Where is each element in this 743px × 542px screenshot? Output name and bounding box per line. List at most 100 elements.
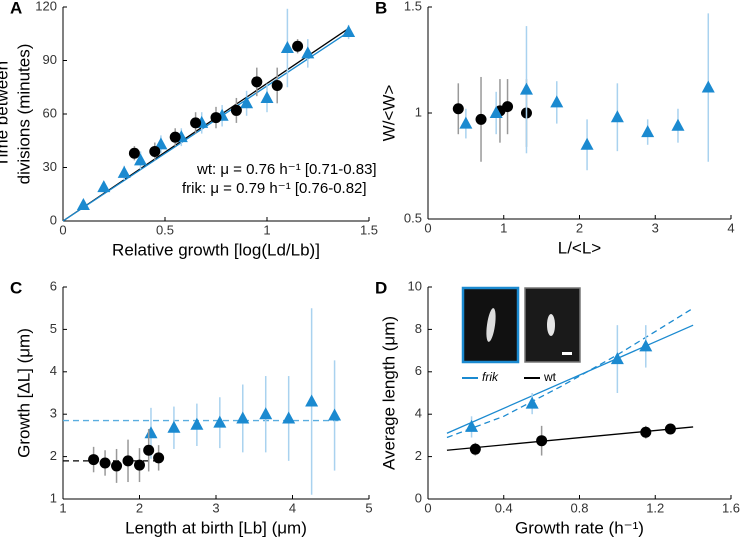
- y-tick-label: 1.5: [404, 0, 422, 13]
- y-tick-label: 2: [50, 448, 57, 463]
- wt-cell: [547, 314, 555, 336]
- x-tick-label: 0.4: [495, 500, 513, 515]
- data-point: [97, 180, 111, 193]
- x-axis-label: L/<L>: [558, 238, 602, 257]
- y-tick-label: 6: [415, 363, 422, 378]
- data-point: [169, 131, 181, 143]
- y-tick-label: 1: [50, 490, 57, 505]
- data-point: [469, 443, 481, 455]
- data-point: [154, 137, 168, 150]
- data-point: [153, 452, 165, 464]
- data-point: [580, 137, 594, 150]
- x-tick-label: 0: [424, 220, 431, 235]
- data-point: [610, 110, 624, 123]
- y-tick-label: 0: [415, 490, 422, 505]
- scale-bar: [562, 352, 572, 355]
- x-tick-label: 1.6: [722, 500, 740, 515]
- y-tick-label: 1: [415, 104, 422, 119]
- data-point: [536, 435, 548, 447]
- data-point: [260, 90, 274, 103]
- data-point: [190, 417, 204, 430]
- annotation: frik: μ = 0.79 h⁻¹ [0.76-0.82]: [182, 180, 367, 197]
- data-point: [301, 46, 315, 59]
- x-tick-label: 3: [212, 500, 219, 515]
- data-point: [465, 419, 479, 432]
- data-point: [134, 153, 148, 166]
- data-point: [134, 459, 145, 471]
- y-axis-label: W/<W>: [379, 85, 398, 142]
- data-point: [610, 352, 624, 365]
- data-point: [342, 24, 356, 37]
- x-axis-label: Growth rate (h⁻¹): [515, 518, 644, 537]
- data-point: [328, 408, 342, 421]
- y-tick-label: 6: [50, 278, 57, 293]
- frik-cell: [486, 308, 496, 342]
- y-tick-label: 4: [415, 406, 422, 421]
- fit-line: [446, 307, 694, 439]
- y-tick-label: 4: [50, 363, 57, 378]
- fit-line: [446, 426, 694, 451]
- panel: 0 1 2 3 4 0.5 1 1.5 B L/<L> W/<W>: [375, 0, 735, 257]
- data-point: [525, 396, 539, 409]
- panel: 0 0.4 0.8 1.2 1.6 0 2 4 6 8 10 D Growth rate (h⁻¹) Av…: [375, 278, 740, 537]
- data-point: [292, 40, 304, 52]
- y-axis-label: Time between: [0, 61, 11, 167]
- y-tick-label: 10: [408, 278, 422, 293]
- fit-line: [446, 324, 694, 434]
- frik-cell-image: [461, 286, 520, 364]
- panel-letter: B: [375, 0, 387, 17]
- y-tick-label: 0: [50, 212, 57, 227]
- panel-letter: D: [375, 278, 387, 297]
- data-point: [641, 125, 655, 138]
- data-point: [122, 455, 134, 467]
- panel: 0 0.5 1 1.5 0 30 60 90 120 A Relative growth [log(…: [0, 0, 378, 259]
- data-point: [502, 101, 514, 113]
- y-tick-label: 5: [50, 321, 57, 336]
- data-point: [111, 460, 123, 472]
- x-tick-label: 1: [59, 500, 66, 515]
- x-tick-label: 1: [263, 222, 270, 237]
- y-tick-label: 90: [43, 52, 57, 67]
- data-point: [671, 118, 685, 131]
- panel: 1 2 3 4 5 1 2 3 4 5 6 C Length at birth [Lb] (μm) Gro…: [10, 278, 373, 537]
- x-tick-label: 0.5: [156, 222, 174, 237]
- y-tick-label: 30: [43, 159, 57, 174]
- data-point: [271, 79, 283, 91]
- x-tick-label: 4: [727, 220, 734, 235]
- x-tick-label: 0: [424, 500, 431, 515]
- y-axis-label: divisions (minutes): [14, 44, 33, 185]
- y-axis-label: Growth [ΔL] (μm): [14, 328, 33, 458]
- y-axis-label: Average length (μm): [379, 316, 398, 470]
- data-point: [475, 113, 487, 125]
- data-point: [210, 112, 222, 124]
- data-point: [144, 426, 158, 439]
- x-tick-label: 4: [289, 500, 296, 515]
- data-point: [489, 106, 503, 118]
- data-point: [240, 96, 254, 109]
- x-tick-label: 3: [652, 220, 659, 235]
- data-point: [213, 415, 227, 428]
- x-tick-label: 1.5: [360, 222, 378, 237]
- data-point: [280, 41, 294, 54]
- y-tick-label: 8: [415, 321, 422, 336]
- data-point: [88, 454, 100, 466]
- x-tick-label: 0.8: [570, 500, 588, 515]
- data-point: [149, 145, 161, 157]
- legend-label: wt: [543, 370, 557, 384]
- x-axis-label: Relative growth [log(Ld/Lb)]: [112, 240, 320, 259]
- data-point: [664, 423, 676, 435]
- data-point: [117, 165, 131, 178]
- data-point: [259, 407, 273, 420]
- x-tick-label: 0: [59, 222, 66, 237]
- data-point: [519, 82, 533, 95]
- data-point: [167, 420, 181, 433]
- annotation: wt: μ = 0.76 h⁻¹ [0.71-0.83]: [196, 161, 377, 178]
- data-point: [639, 339, 653, 352]
- y-tick-label: 0.5: [404, 210, 422, 225]
- data-point: [701, 80, 715, 93]
- legend-label: frik: [482, 370, 499, 384]
- data-point: [550, 95, 564, 108]
- data-point: [99, 457, 111, 469]
- x-tick-label: 2: [136, 500, 143, 515]
